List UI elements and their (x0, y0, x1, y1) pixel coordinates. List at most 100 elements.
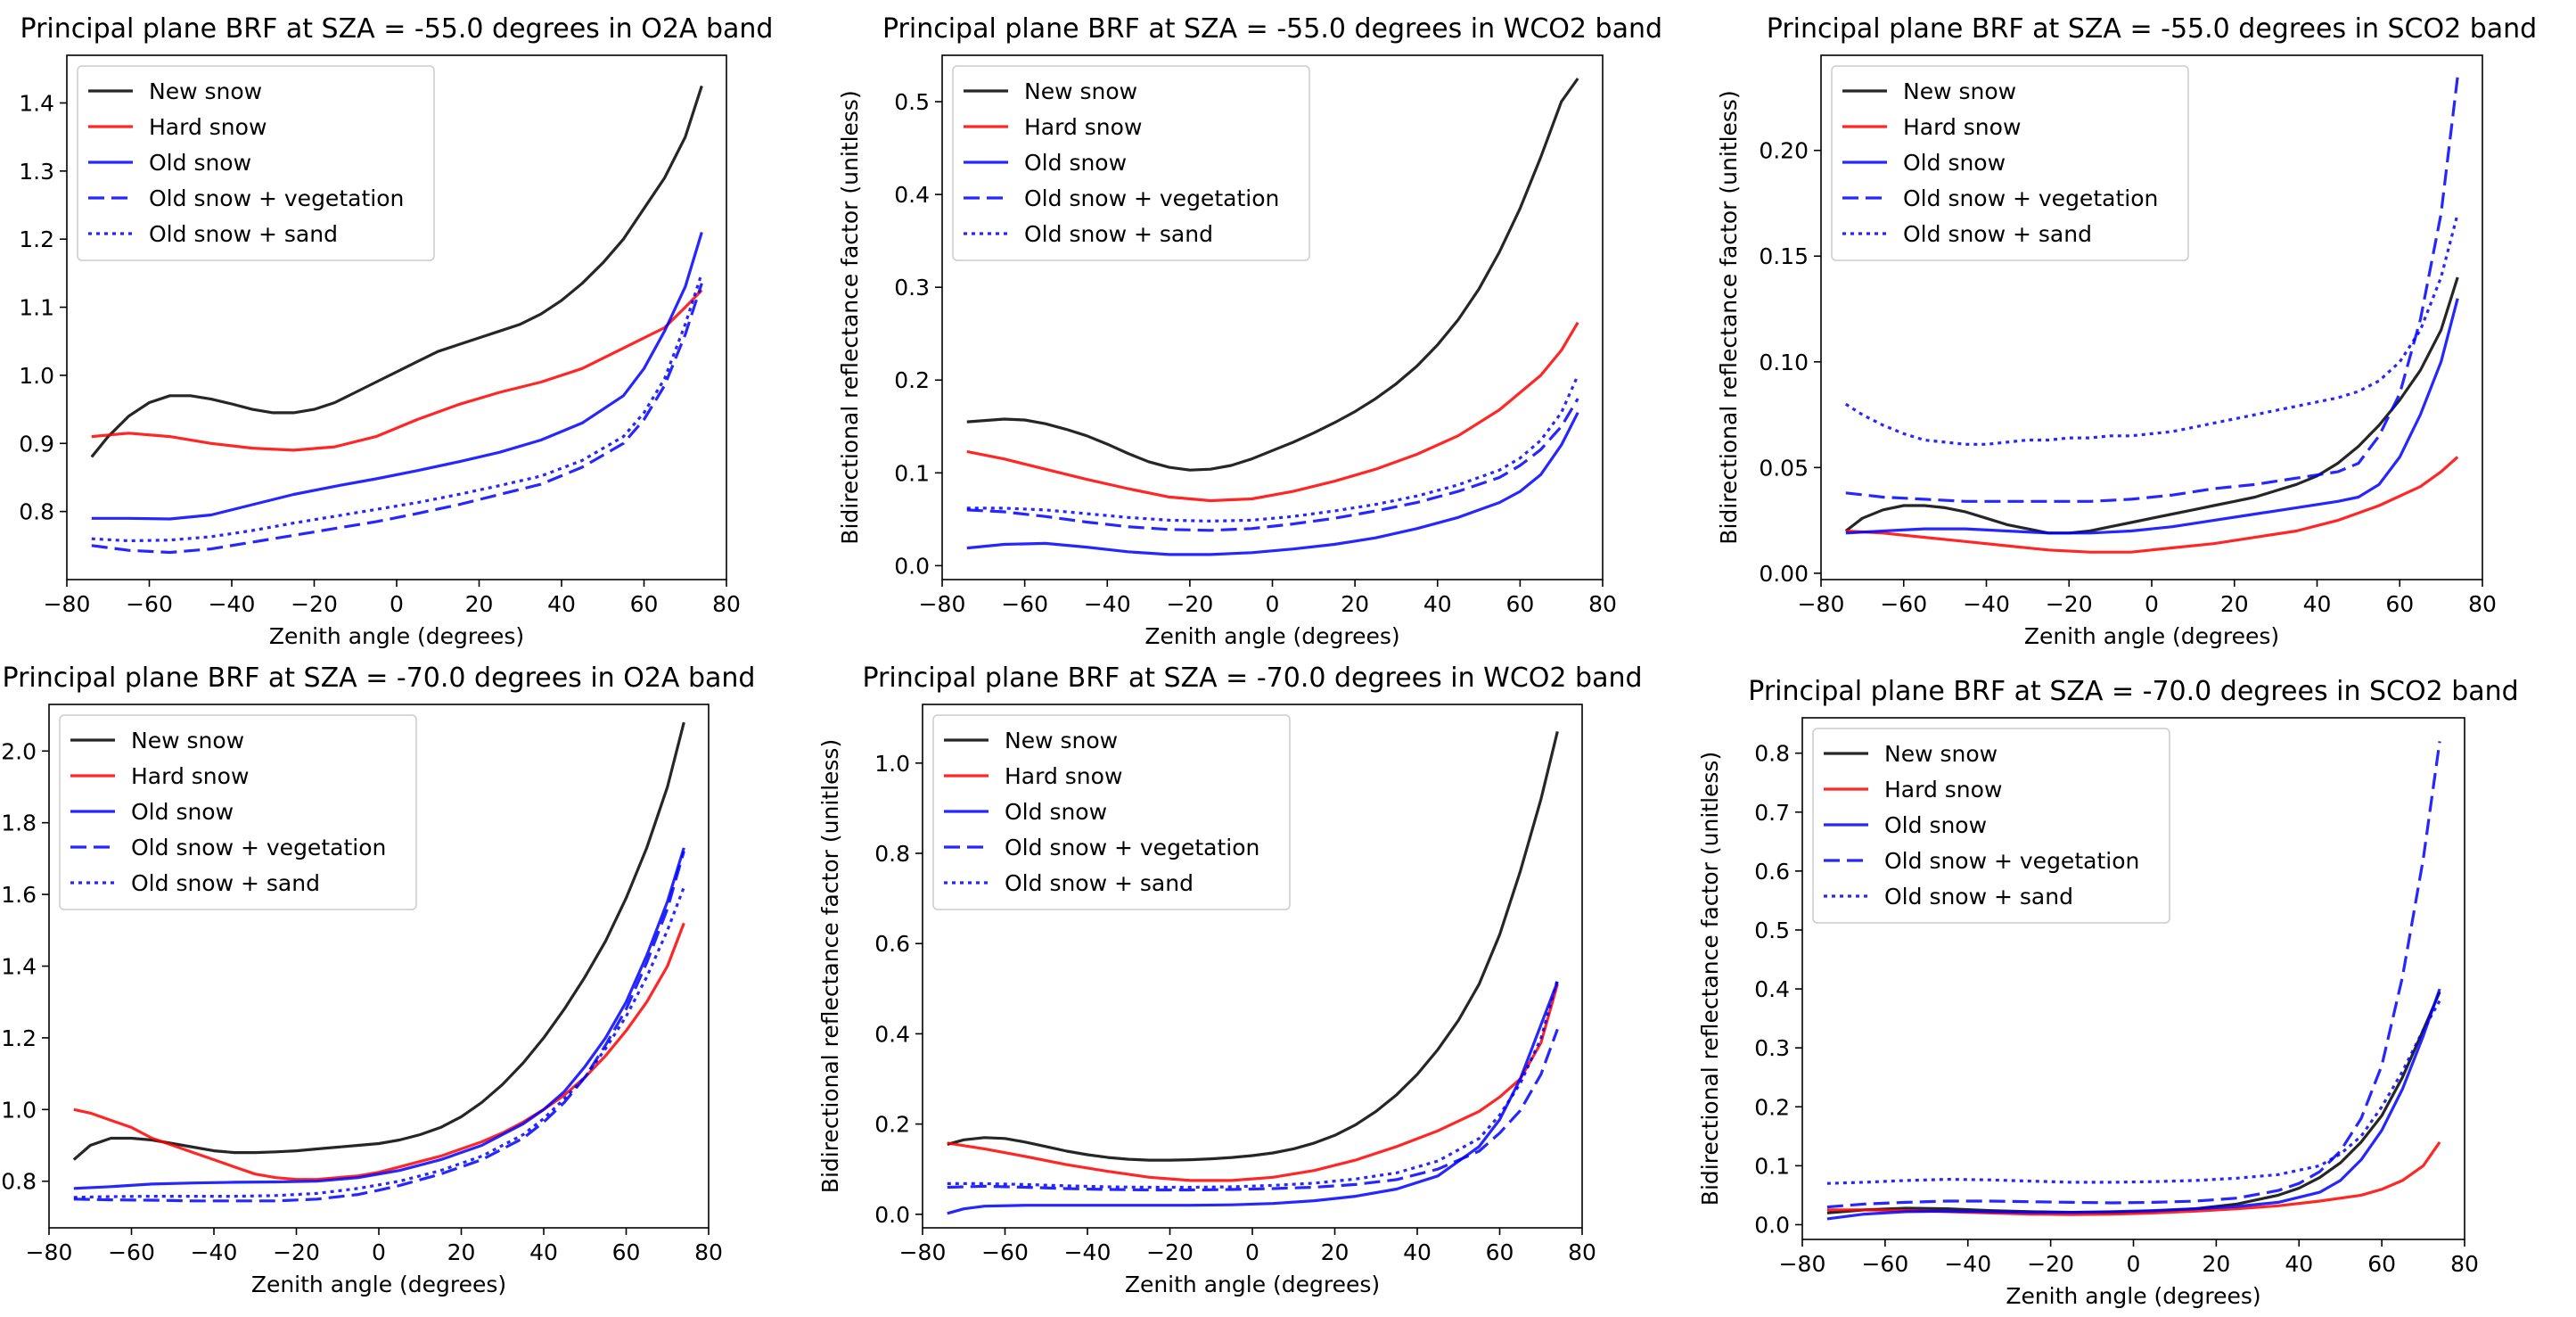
x-tick-label: −60 (981, 1239, 1029, 1265)
x-tick-label: 0 (372, 1239, 386, 1265)
x-tick-label: 20 (1341, 591, 1369, 617)
y-axis-label: Bidirectional reflectance factor (unitle… (817, 739, 843, 1193)
x-tick-label: 40 (1423, 591, 1452, 617)
x-tick-label: −40 (1084, 591, 1131, 617)
series-line-old-snow (947, 981, 1559, 1215)
y-tick-label: 0.0 (894, 553, 930, 579)
series-line-old-snow (1826, 988, 2441, 1221)
x-tick-label: −80 (26, 1239, 73, 1265)
x-tick-label: 20 (1321, 1239, 1350, 1265)
x-tick-label: 60 (1486, 1239, 1514, 1265)
y-tick-label: 1.8 (1, 811, 37, 836)
series-line-new-snow (1844, 276, 2459, 535)
series-line-new-snow (1826, 991, 2441, 1214)
x-axis-label: Zenith angle (degrees) (2024, 623, 2279, 649)
x-tick-label: −80 (44, 591, 91, 617)
y-tick-label: 0.20 (1759, 138, 1809, 164)
x-tick-label: 60 (2367, 1251, 2396, 1277)
x-tick-label: 0 (390, 591, 404, 617)
series-line-new-snow (966, 78, 1579, 472)
legend-label: Old snow + sand (1884, 884, 2073, 910)
legend-label: Old snow + vegetation (1024, 185, 1279, 211)
legend-label: Old snow + sand (131, 870, 320, 896)
legend-label: Old snow + vegetation (1005, 835, 1259, 860)
series-line-hard-snow (91, 289, 703, 452)
legend: New snow Hard snow Old snow Old snow + vege… (59, 714, 417, 910)
legend-label: New snow (1005, 728, 1118, 753)
series-line-new-snow (90, 85, 703, 458)
x-tick-label: 20 (2220, 591, 2249, 617)
x-tick-label: 20 (447, 1239, 476, 1265)
y-tick-label: 0.0 (1754, 1212, 1790, 1238)
series-line-old-snow-sand (947, 979, 1559, 1189)
series-line-old-snow (1845, 298, 2459, 535)
legend-label: Hard snow (1024, 114, 1142, 140)
legend: New snow Hard snow Old snow Old snow + vege… (77, 65, 435, 261)
series-line-old-snow-vegetation (91, 283, 703, 555)
y-tick-label: 1.2 (19, 226, 54, 252)
x-tick-label: −80 (919, 591, 966, 617)
y-tick-label: 0.8 (1754, 741, 1790, 767)
chart-panel-5: Principal plane BRF at SZA = -70.0 degre… (817, 663, 1643, 1297)
series-line-old-snow-sand (1844, 213, 2459, 446)
legend-box (932, 714, 1291, 910)
x-tick-label: −40 (1963, 591, 2010, 617)
y-tick-label: 0.3 (894, 275, 930, 300)
legend-label: New snow (1884, 741, 1998, 767)
y-tick-label: 0.4 (894, 182, 930, 208)
y-tick-label: 0.3 (1754, 1035, 1790, 1061)
legend: New snow Hard snow Old snow Old snow + vege… (952, 65, 1310, 261)
x-tick-label: 60 (1505, 591, 1534, 617)
x-tick-label: 60 (2385, 591, 2414, 617)
y-tick-label: 1.3 (19, 159, 54, 185)
y-tick-label: 1.0 (19, 363, 54, 389)
y-tick-label: 0.8 (19, 499, 54, 525)
x-tick-label: 0 (2127, 1251, 2141, 1277)
y-axis-label: Bidirectional reflectance factor (unitle… (1697, 752, 1723, 1206)
y-tick-label: 0.8 (1, 1169, 37, 1195)
x-tick-label: 40 (547, 591, 576, 617)
legend-label: New snow (1903, 78, 2016, 104)
x-tick-label: 80 (2468, 591, 2497, 617)
x-tick-label: −20 (1146, 1239, 1194, 1265)
x-axis-label: Zenith angle (degrees) (1125, 1272, 1380, 1297)
x-tick-label: 80 (2450, 1251, 2479, 1277)
x-tick-label: 0 (2145, 591, 2159, 617)
x-tick-label: −80 (1779, 1251, 1826, 1277)
y-tick-label: 0.5 (894, 89, 930, 115)
y-tick-label: 0.15 (1759, 243, 1809, 269)
plot-frame (66, 54, 727, 580)
series-line-old-snow-sand (1826, 1000, 2441, 1185)
legend-box (59, 714, 417, 910)
x-tick-label: 60 (612, 1239, 641, 1265)
x-tick-label: −20 (273, 1239, 320, 1265)
series-line-old-snow-sand (91, 272, 703, 543)
x-tick-label: −20 (2046, 591, 2093, 617)
legend-label: Hard snow (149, 114, 267, 140)
legend-label: Old snow (1005, 799, 1107, 825)
chart-panel-1: Principal plane BRF at SZA = -55.0 degre… (19, 13, 773, 649)
chart-title: Principal plane BRF at SZA = -70.0 degre… (862, 663, 1642, 694)
y-tick-label: 1.6 (1, 882, 37, 908)
x-tick-label: 80 (1568, 1239, 1596, 1265)
x-tick-label: −40 (1944, 1251, 1991, 1277)
legend-box (952, 65, 1310, 261)
x-tick-label: −60 (1861, 1251, 1908, 1277)
x-tick-label: 0 (1245, 1239, 1259, 1265)
legend-label: Old snow + vegetation (1903, 185, 2158, 211)
x-tick-label: 0 (1266, 591, 1280, 617)
series-line-hard-snow (947, 984, 1559, 1182)
x-tick-label: 80 (1588, 591, 1617, 617)
chart-title: Principal plane BRF at SZA = -55.0 degre… (1767, 13, 2537, 45)
legend-label: Old snow + sand (149, 221, 338, 247)
legend-box (1831, 65, 2189, 261)
series-line-new-snow (947, 731, 1559, 1162)
series-line-old-snow-sand (73, 886, 685, 1199)
legend-label: New snow (1024, 78, 1137, 104)
x-tick-label: 40 (529, 1239, 558, 1265)
y-tick-label: 0.05 (1759, 455, 1809, 481)
series-line-old-snow-vegetation (966, 398, 1579, 532)
legend-label: Hard snow (1884, 777, 2002, 803)
